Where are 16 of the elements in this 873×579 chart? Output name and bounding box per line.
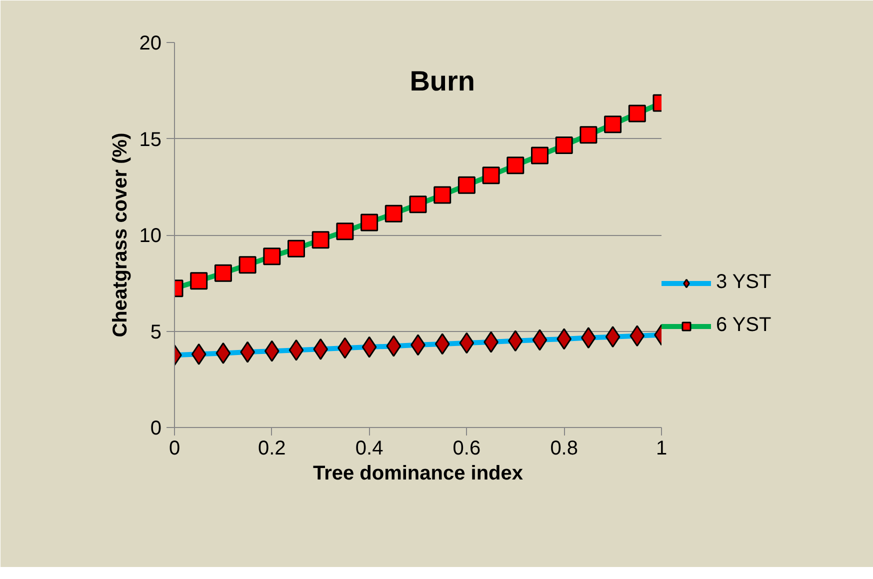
legend-label: 6 YST	[716, 314, 772, 337]
x-axis-title: Tree dominance index	[312, 462, 524, 484]
x-tick-label: 0.4	[355, 438, 384, 460]
x-tick-label: 1	[656, 438, 668, 460]
text: Burn	[410, 66, 476, 96]
legend-label: 3 YST	[716, 271, 772, 294]
y-tick-label: 20	[139, 32, 162, 54]
y-axis-title: Cheatgrass cover (%)	[109, 132, 132, 338]
x-tick-label: 0.2	[258, 438, 286, 460]
y-tick-label: 5	[150, 321, 162, 344]
x-tick-label: 0.8	[550, 438, 578, 460]
x-tick-label: 0.6	[452, 438, 481, 460]
y-tick-label: 0	[150, 418, 162, 440]
y-tick-label: 15	[139, 128, 162, 151]
y-tick-label: 10	[139, 225, 162, 247]
x-tick-label: 0	[168, 438, 180, 460]
